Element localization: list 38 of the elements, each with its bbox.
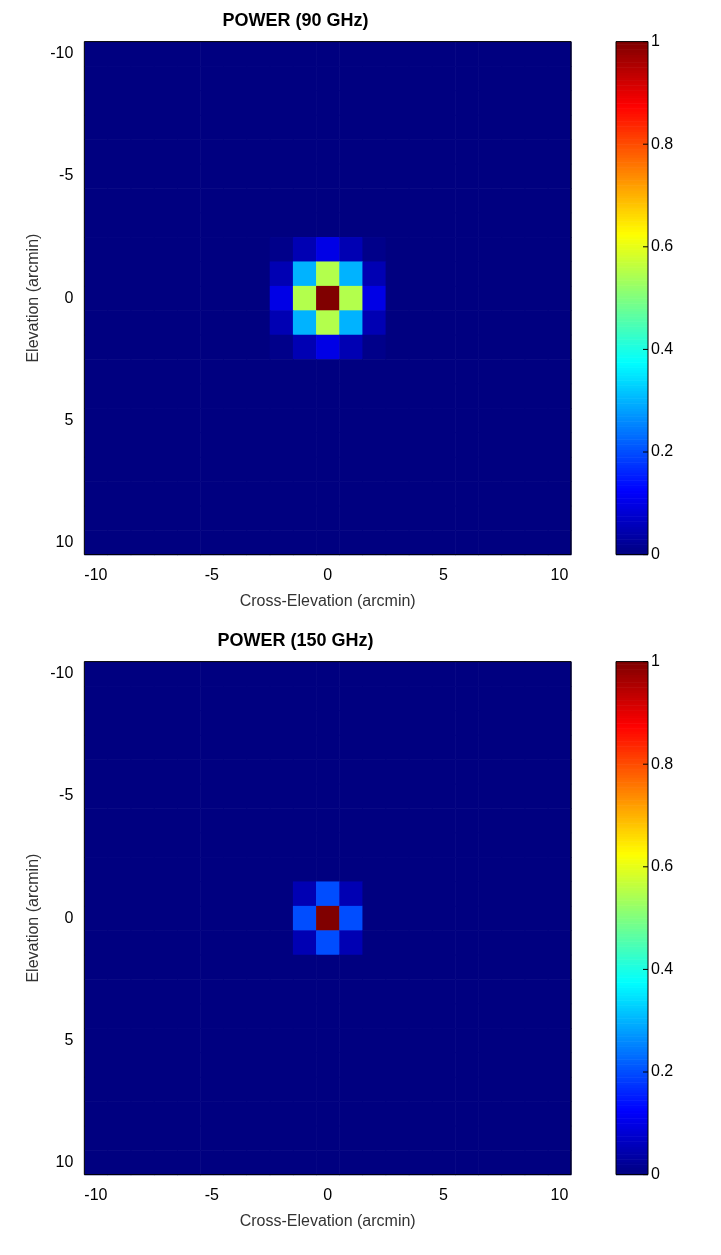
color-bar-label: 0 — [651, 1165, 660, 1183]
x-tick-label: 5 — [439, 565, 449, 583]
color-bar-label: 0.6 — [651, 237, 674, 255]
x-tick-label: -5 — [204, 1185, 219, 1203]
x-tick-label: -10 — [84, 1185, 108, 1203]
color-bar-label: 0.6 — [651, 857, 674, 875]
x-axis-title: Cross-Elevation (arcmin) — [239, 591, 416, 609]
x-tick-label: 0 — [323, 565, 333, 583]
color-bar-label: 1 — [651, 32, 660, 50]
color-bar-label: 0.2 — [651, 1062, 674, 1080]
x-tick-label: 10 — [550, 565, 569, 583]
y-tick-label: 0 — [64, 288, 74, 306]
color-bar-label: 0.4 — [651, 959, 674, 977]
x-tick-label: 0 — [323, 1185, 333, 1203]
color-bar-label: 0 — [651, 545, 660, 563]
chart-title: POWER (90 GHz) — [222, 9, 369, 30]
y-tick-label: 10 — [55, 532, 74, 550]
y-tick-label: 10 — [55, 1152, 74, 1170]
x-tick-label: 5 — [439, 1185, 449, 1203]
color-bar-label: 0.8 — [651, 134, 674, 152]
y-tick-label: -5 — [59, 166, 74, 184]
chart-title: POWER (150 GHz) — [217, 629, 374, 650]
x-tick-label: -10 — [84, 565, 108, 583]
y-axis-title: Elevation (arcmin) — [24, 853, 42, 983]
color-bar-label: 0.8 — [651, 754, 674, 772]
y-tick-label: -10 — [50, 664, 74, 682]
x-axis-title: Cross-Elevation (arcmin) — [239, 1211, 416, 1229]
color-bar-label: 0.4 — [651, 339, 674, 357]
x-tick-label: -5 — [204, 565, 219, 583]
y-axis-title: Elevation (arcmin) — [24, 233, 42, 363]
y-tick-label: -5 — [59, 786, 74, 804]
y-tick-label: 0 — [64, 908, 74, 926]
y-tick-label: 5 — [64, 410, 74, 428]
color-bar-label: 1 — [651, 652, 660, 670]
color-bar-label: 0.2 — [651, 442, 674, 460]
y-tick-label: -10 — [50, 44, 74, 62]
x-tick-label: 10 — [550, 1185, 569, 1203]
y-tick-label: 5 — [64, 1030, 74, 1048]
